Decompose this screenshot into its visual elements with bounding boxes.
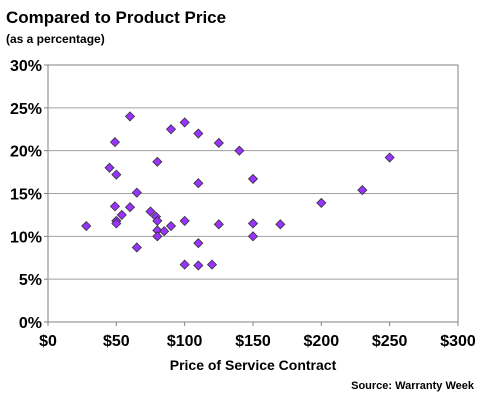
x-axis-label: Price of Service Contract <box>170 357 337 373</box>
data-point <box>152 156 163 167</box>
data-point <box>81 220 92 232</box>
x-tick-label: $250 <box>372 333 408 350</box>
x-tick-label: $50 <box>103 333 130 350</box>
data-point <box>131 242 142 253</box>
gridlines <box>48 107 458 280</box>
y-tick-label: 30% <box>10 58 42 75</box>
data-point <box>131 187 142 198</box>
x-tick-label: $200 <box>304 333 340 350</box>
data-point <box>104 162 115 173</box>
data-point <box>213 137 224 149</box>
y-tick-label: 0% <box>19 315 42 332</box>
data-point <box>124 202 136 213</box>
y-tick-label: 10% <box>10 229 42 246</box>
x-tick-label: $300 <box>440 333 476 350</box>
data-point <box>193 260 204 271</box>
data-point <box>111 169 122 180</box>
chart-subtitle: (as a percentage) <box>6 32 105 46</box>
data-point <box>234 145 245 156</box>
data-point <box>145 206 156 217</box>
y-tick-label: 25% <box>10 101 42 118</box>
data-point <box>179 259 190 270</box>
axis-ticks: 0% 5% 10% 15% 20% 25% 30% $0 $50 $100 $150 $200 $250… <box>10 58 476 350</box>
data-point <box>159 226 170 237</box>
data-point <box>111 218 122 229</box>
data-point <box>384 152 395 163</box>
source-note: Source: Warranty Week <box>351 380 474 392</box>
data-points <box>81 111 395 271</box>
data-point <box>124 111 136 122</box>
data-point <box>109 201 121 212</box>
data-point <box>193 178 204 189</box>
data-point <box>152 231 163 242</box>
data-point <box>193 238 204 249</box>
x-tick-label: $0 <box>39 333 57 350</box>
data-point <box>193 128 204 139</box>
y-tick-label: 15% <box>10 187 42 204</box>
data-point <box>213 219 224 230</box>
data-point <box>206 259 218 270</box>
data-point <box>275 219 286 230</box>
data-point <box>179 117 190 128</box>
data-point <box>116 209 127 220</box>
data-point <box>179 215 190 226</box>
data-point <box>316 197 327 208</box>
data-point <box>247 231 259 242</box>
data-point <box>357 185 368 196</box>
y-tick-label: 5% <box>19 272 42 289</box>
x-tick-label: $150 <box>235 333 271 350</box>
data-point <box>247 218 259 229</box>
data-point <box>165 220 177 232</box>
data-point <box>165 124 177 135</box>
chart-title: Compared to Product Price <box>6 8 227 27</box>
x-tick-label: $100 <box>167 333 203 350</box>
data-point <box>109 137 121 148</box>
y-tick-label: 20% <box>10 144 42 161</box>
data-point <box>247 173 259 185</box>
